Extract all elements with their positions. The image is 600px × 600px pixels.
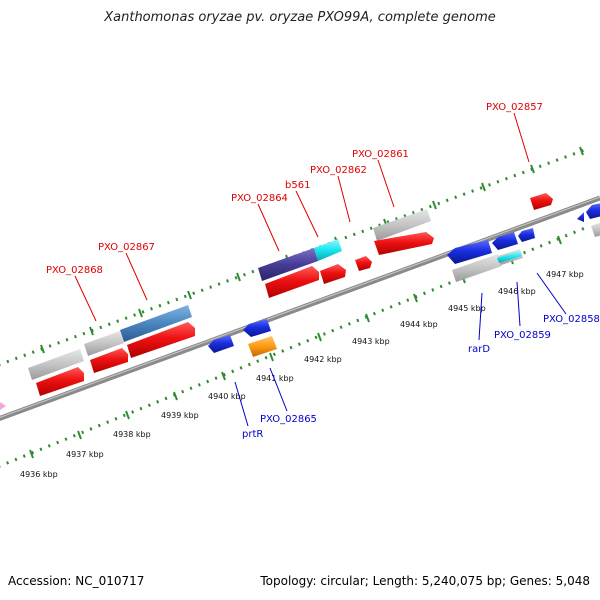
gene-blue-arrow[interactable] [492,232,518,250]
gene-blue-arrow[interactable] [208,335,234,353]
scale-label: 4941 kbp [256,374,294,383]
scale-label: 4942 kbp [304,355,342,364]
accession-label: Accession: NC_010717 [8,574,145,588]
gene-blue-arrow[interactable] [447,240,492,264]
gene-blue-arrow[interactable] [243,319,271,337]
gene-label-forward[interactable]: PXO_02861 [352,149,409,160]
gene-gray-feature[interactable] [28,349,84,380]
gene-orange-feature[interactable] [248,336,277,357]
gene-red-arrow[interactable] [127,322,195,358]
scale-label: 4946 kbp [498,287,536,296]
forward-label-leaders [74,112,530,322]
gene-blue-arrow[interactable] [518,228,535,242]
gene-navy-feature[interactable] [258,248,318,281]
genome-summary: Topology: circular; Length: 5,240,075 bp… [260,574,590,588]
gene-red-arrow[interactable] [320,264,346,284]
reverse-label-leaders [234,272,567,427]
gene-red-arrow[interactable] [265,266,319,298]
gene-red-arrow[interactable] [355,256,372,271]
scale-label: 4947 kbp [546,270,584,279]
gene-label-forward[interactable]: PXO_02862 [310,165,367,176]
gene-red-arrow[interactable] [374,232,434,255]
outer-ruler-major-ticks [40,146,584,354]
genome-backbone [0,195,600,421]
gene-gray-feature[interactable] [452,254,502,282]
gene-red-arrow[interactable] [90,348,128,373]
scale-label: 4940 kbp [208,392,246,401]
gene-label-forward[interactable]: PXO_02857 [486,102,543,113]
gene-label-reverse[interactable]: prtR [242,429,263,440]
scale-label: 4945 kbp [448,304,486,313]
gene-label-reverse[interactable]: PXO_02865 [260,414,317,425]
scale-label: 4937 kbp [66,450,104,459]
gene-blue-arrow[interactable] [586,203,600,219]
gene-gray-feature[interactable] [84,331,124,356]
gene-gray-feature[interactable] [373,209,431,241]
scale-label: 4938 kbp [113,430,151,439]
gene-red-arrow[interactable] [530,193,553,210]
gene-label-reverse[interactable]: PXO_02859 [494,330,551,341]
gene-gray-feature[interactable] [591,222,600,237]
gene-red-arrow[interactable] [36,367,84,396]
gene-label-reverse[interactable]: PXO_02858 [543,314,600,325]
scale-label: 4936 kbp [20,470,58,479]
gene-label-forward[interactable]: PXO_02867 [98,242,155,253]
gene-pink-feature[interactable] [0,402,6,410]
scale-label: 4943 kbp [352,337,390,346]
gene-label-forward[interactable]: PXO_02864 [231,193,288,204]
gene-blue-arrow[interactable] [577,212,584,222]
outer-ruler [0,146,591,366]
scale-label: 4939 kbp [161,411,199,420]
map-title: Xanthomonas oryzae pv. oryzae PXO99A, co… [104,10,496,25]
scale-label: 4944 kbp [400,320,438,329]
gene-label-forward[interactable]: b561 [285,180,310,191]
gene-steel-feature[interactable] [120,305,192,342]
gene-label-reverse[interactable]: rarD [468,344,490,355]
genome-backbone-highlight [0,196,600,418]
gene-label-forward[interactable]: PXO_02868 [46,265,103,276]
gene-cyan-feature[interactable] [314,239,342,261]
gene-cyan-feature[interactable] [497,251,522,263]
